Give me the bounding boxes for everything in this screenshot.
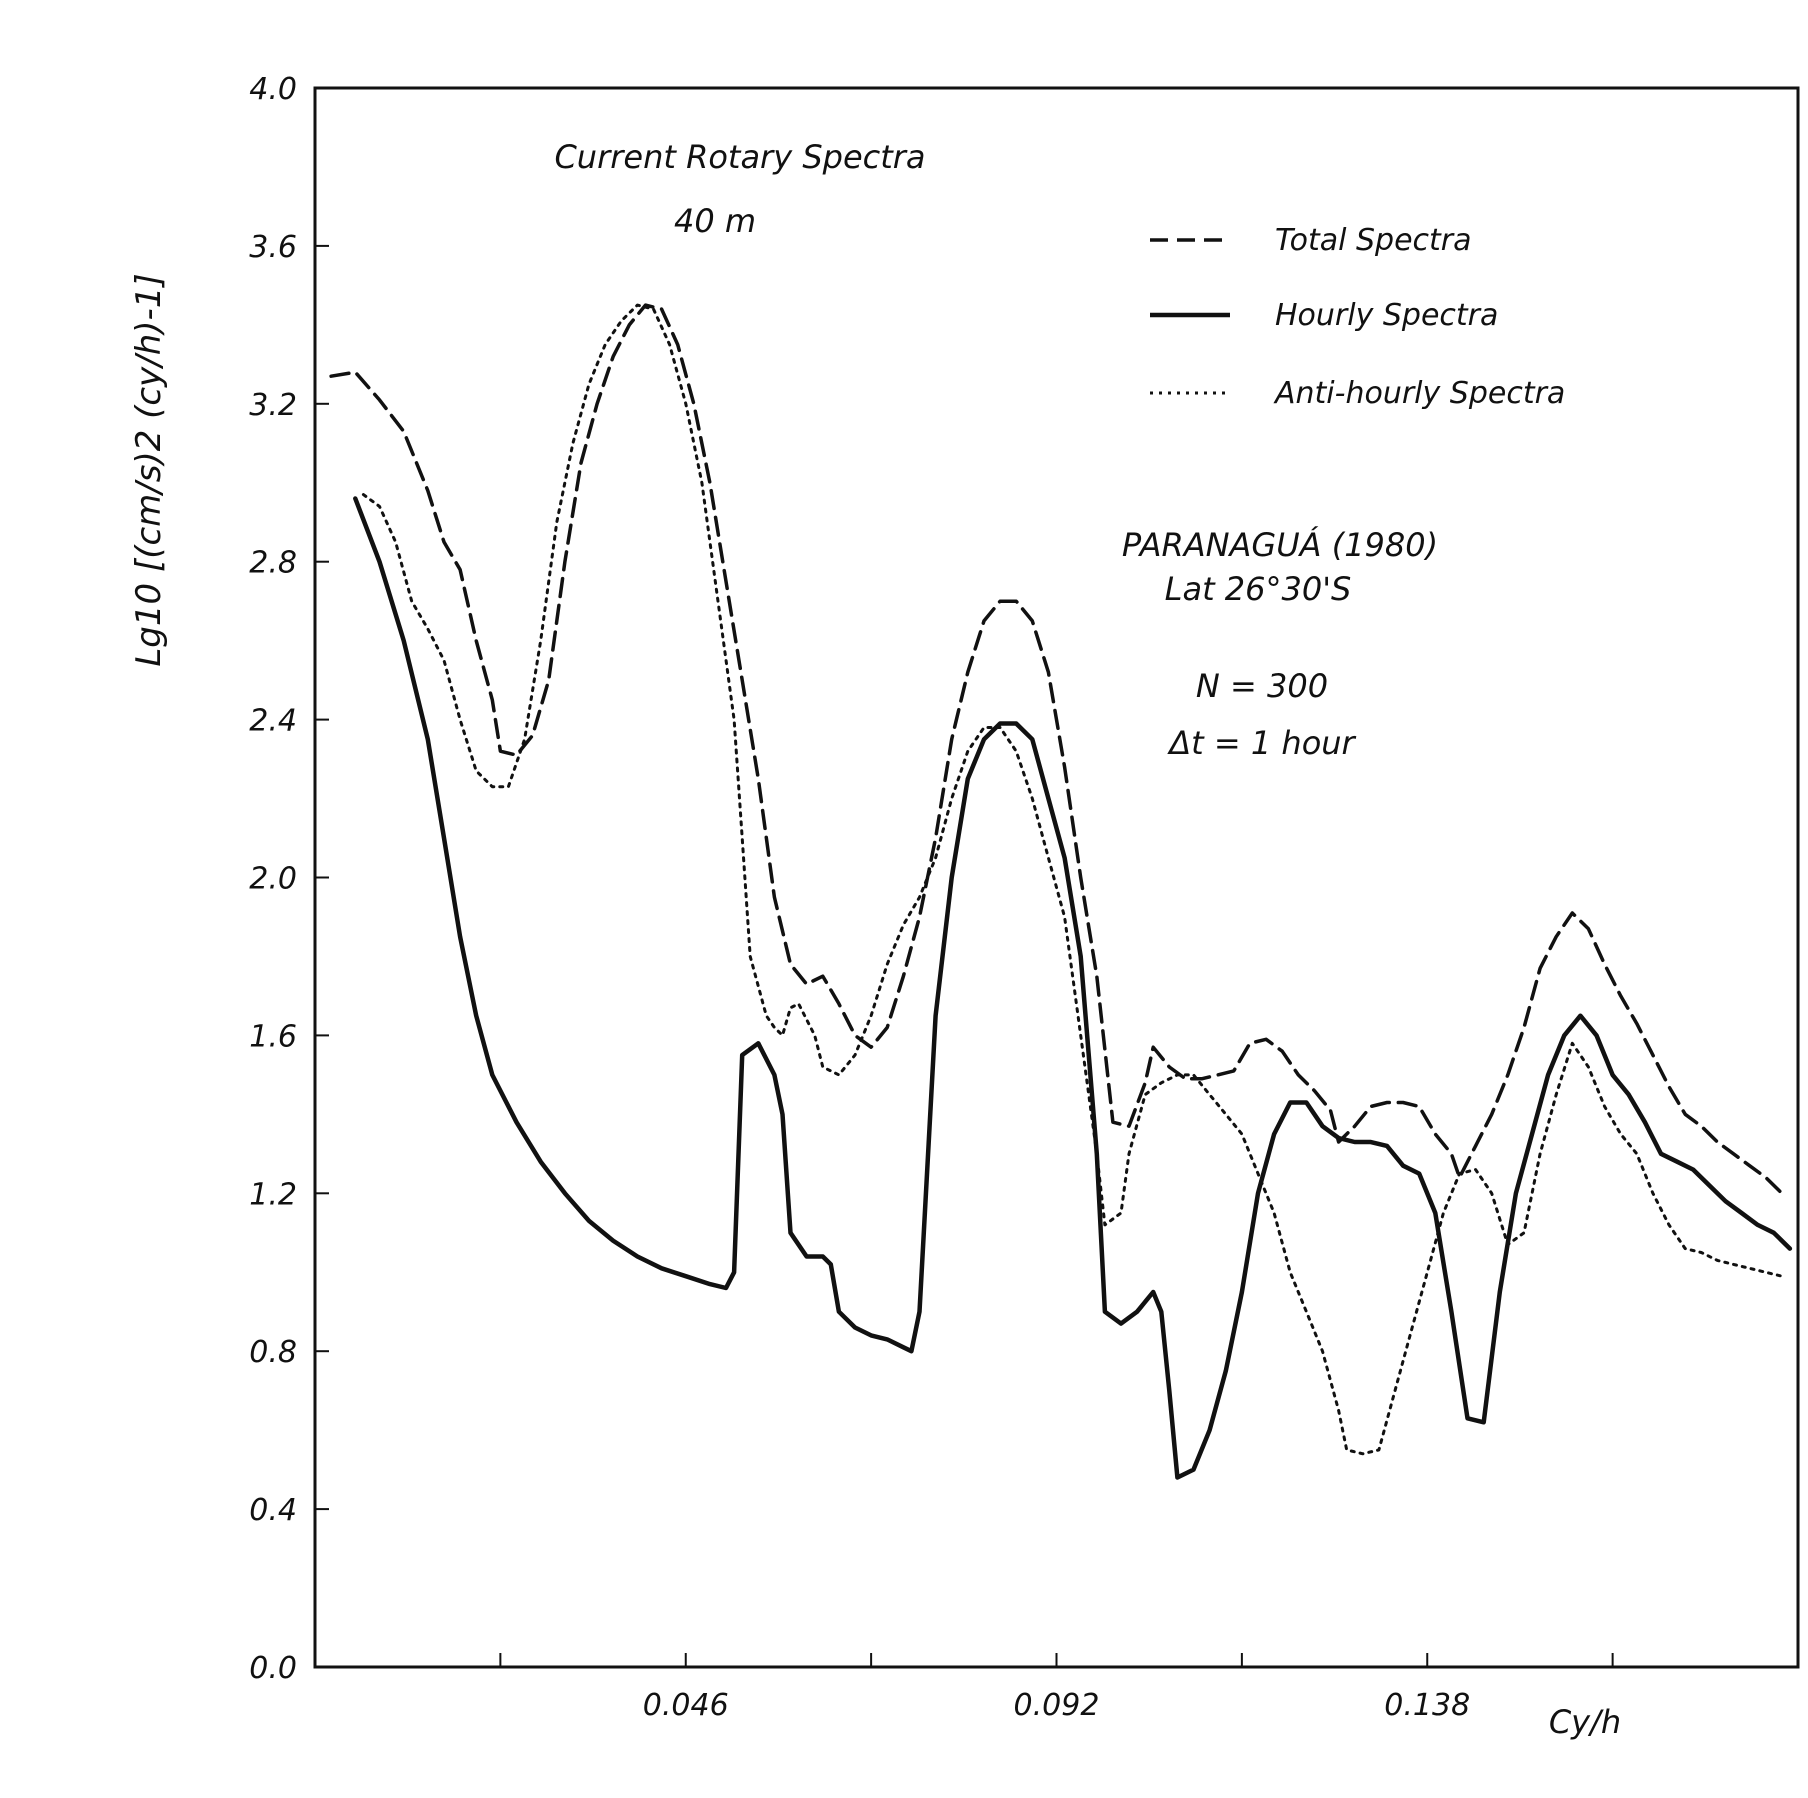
- series-layer: [329, 303, 1793, 1480]
- annotation-block: PARANAGUÁ (1980) Lat 26°30'S N = 300 Δt …: [1122, 526, 1438, 762]
- y-tick-label: 4.0: [249, 72, 297, 107]
- station-label: PARANAGUÁ (1980): [1122, 526, 1438, 564]
- legend-label: Hourly Spectra: [1275, 298, 1498, 333]
- x-axis: 0.046 0.092 0.138: [499, 1653, 1799, 1723]
- y-tick-label: 1.2: [249, 1177, 297, 1212]
- series-line-total-spectra: [329, 303, 1784, 1196]
- series-line-anti-hourly-spectra: [361, 303, 1784, 1456]
- plot-border: [313, 86, 1800, 1669]
- y-axis-title: Lg10 [(cm/s)2 (cy/h)-1]: [129, 273, 169, 666]
- y-tick-label: 2.0: [249, 862, 297, 897]
- n-label: N = 300: [1196, 667, 1328, 705]
- y-tick-label: 3.2: [249, 388, 297, 423]
- y-axis-label: Lg10 [(cm/s)2 (cy/h)-1]: [129, 273, 169, 666]
- y-tick-label: 2.4: [249, 704, 297, 739]
- y-tick-label: 0.0: [249, 1651, 297, 1686]
- y-tick-label: 0.4: [249, 1493, 297, 1528]
- y-tick-label: 3.6: [249, 230, 297, 265]
- x-tick-label: 0.138: [1384, 1688, 1470, 1723]
- y-tick-label: 0.8: [249, 1335, 297, 1370]
- y-tick-label: 2.8: [249, 546, 297, 581]
- y-axis: 0.0 0.4 0.8 1.2 1.6 2.0 2.4 2.8 3.2 3.6 4.0: [249, 72, 329, 1686]
- y-tick-label: 1.6: [249, 1019, 297, 1054]
- series-line-hourly-spectra: [353, 496, 1793, 1480]
- legend-label: Total Spectra: [1275, 223, 1472, 258]
- x-tick-label: 0.046: [643, 1688, 729, 1723]
- legend: Total Spectra Hourly Spectra Anti-hourly S…: [1150, 223, 1565, 411]
- dt-label: Δt = 1 hour: [1166, 724, 1356, 762]
- legend-label: Anti-hourly Spectra: [1273, 376, 1565, 411]
- plot-frame: [313, 86, 1800, 1669]
- chart-subtitle: 40 m: [674, 202, 756, 240]
- x-axis-label: Cy/h: [1549, 1703, 1621, 1741]
- x-tick-label: 0.092: [1014, 1688, 1100, 1723]
- chart-title: Current Rotary Spectra: [554, 138, 925, 176]
- latitude-label: Lat 26°30'S: [1165, 570, 1352, 608]
